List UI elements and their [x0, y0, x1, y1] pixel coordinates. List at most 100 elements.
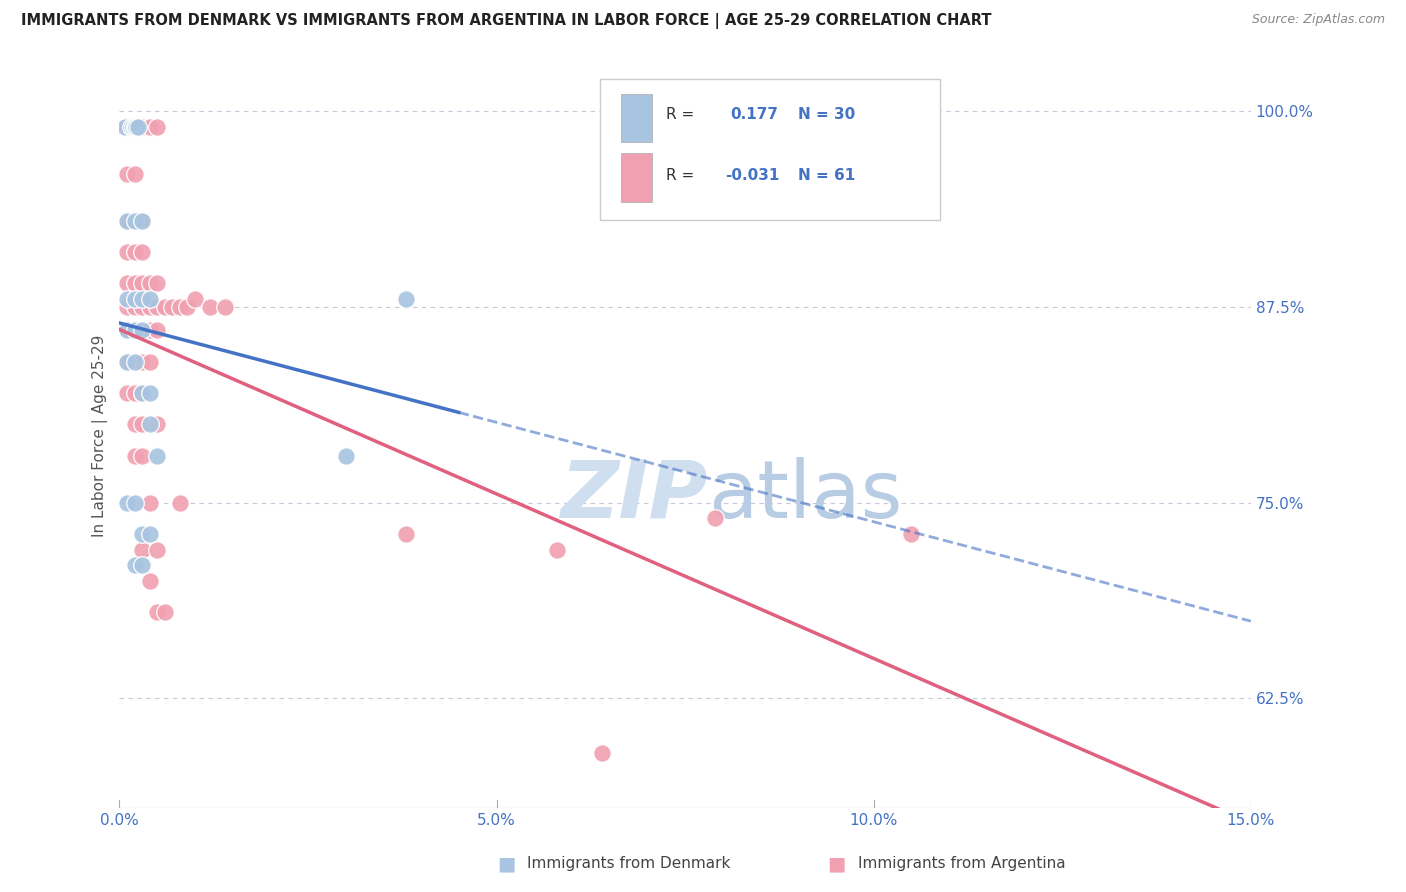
FancyBboxPatch shape: [600, 78, 939, 220]
Point: [124, 300, 146, 314]
Point: [122, 120, 145, 134]
Text: Immigrants from Argentina: Immigrants from Argentina: [858, 856, 1066, 871]
Text: atlas: atlas: [707, 457, 903, 534]
Point: [115, 167, 138, 181]
Point: [115, 292, 138, 306]
Text: ■: ■: [827, 854, 846, 873]
Point: [120, 120, 142, 134]
Point: [153, 840, 176, 855]
Point: [138, 527, 160, 541]
Point: [131, 120, 153, 134]
Text: 0.177: 0.177: [730, 107, 779, 122]
Point: [131, 213, 153, 227]
Point: [124, 417, 146, 432]
Point: [115, 323, 138, 337]
Text: R =: R =: [666, 107, 699, 122]
Point: [591, 746, 613, 760]
FancyBboxPatch shape: [620, 153, 652, 202]
Point: [146, 323, 169, 337]
Point: [131, 300, 153, 314]
Point: [124, 386, 146, 401]
Point: [131, 277, 153, 291]
Point: [115, 277, 138, 291]
Point: [124, 354, 146, 368]
Point: [115, 213, 138, 227]
Point: [131, 292, 153, 306]
Point: [124, 323, 146, 337]
Point: [146, 277, 169, 291]
Text: Source: ZipAtlas.com: Source: ZipAtlas.com: [1251, 13, 1385, 27]
Point: [184, 292, 207, 306]
Point: [131, 449, 153, 463]
Point: [131, 354, 153, 368]
Point: [138, 574, 160, 588]
Point: [395, 292, 418, 306]
Point: [115, 323, 138, 337]
Point: [124, 167, 146, 181]
Point: [138, 386, 160, 401]
Text: ZIP: ZIP: [561, 457, 707, 534]
Point: [124, 449, 146, 463]
Point: [131, 213, 153, 227]
Point: [124, 245, 146, 260]
Point: [146, 542, 169, 557]
Point: [127, 120, 149, 134]
Point: [124, 120, 146, 134]
Text: N = 61: N = 61: [799, 169, 855, 183]
Point: [131, 542, 153, 557]
Point: [138, 120, 160, 134]
Point: [124, 354, 146, 368]
Point: [124, 120, 146, 134]
Point: [138, 292, 160, 306]
Point: [138, 354, 160, 368]
Text: -0.031: -0.031: [724, 169, 779, 183]
Point: [124, 495, 146, 509]
Point: [335, 449, 357, 463]
Point: [131, 558, 153, 573]
Point: [153, 605, 176, 619]
Point: [115, 386, 138, 401]
Point: [146, 300, 169, 314]
Point: [124, 213, 146, 227]
FancyBboxPatch shape: [620, 94, 652, 142]
Point: [153, 300, 176, 314]
Point: [131, 386, 153, 401]
Text: N = 30: N = 30: [799, 107, 855, 122]
Point: [131, 417, 153, 432]
Point: [114, 120, 136, 134]
Point: [115, 213, 138, 227]
Point: [115, 495, 138, 509]
Point: [146, 605, 169, 619]
Point: [138, 417, 160, 432]
Point: [146, 120, 169, 134]
Text: ■: ■: [496, 854, 516, 873]
Point: [546, 542, 568, 557]
Point: [704, 511, 727, 525]
Point: [198, 300, 221, 314]
Point: [138, 300, 160, 314]
Point: [395, 527, 418, 541]
Y-axis label: In Labor Force | Age 25-29: In Labor Force | Age 25-29: [93, 334, 108, 537]
Point: [131, 323, 153, 337]
Point: [146, 417, 169, 432]
Point: [162, 300, 184, 314]
Point: [176, 300, 198, 314]
Point: [115, 354, 138, 368]
Point: [138, 495, 160, 509]
Text: Immigrants from Denmark: Immigrants from Denmark: [527, 856, 731, 871]
Point: [115, 300, 138, 314]
Point: [115, 354, 138, 368]
Point: [146, 449, 169, 463]
Point: [214, 300, 236, 314]
Point: [115, 245, 138, 260]
Point: [138, 323, 160, 337]
Point: [169, 495, 191, 509]
Point: [169, 300, 191, 314]
Point: [124, 213, 146, 227]
Point: [131, 527, 153, 541]
Point: [131, 245, 153, 260]
Point: [131, 386, 153, 401]
Point: [124, 558, 146, 573]
Point: [131, 323, 153, 337]
Text: IMMIGRANTS FROM DENMARK VS IMMIGRANTS FROM ARGENTINA IN LABOR FORCE | AGE 25-29 : IMMIGRANTS FROM DENMARK VS IMMIGRANTS FR…: [21, 13, 991, 29]
